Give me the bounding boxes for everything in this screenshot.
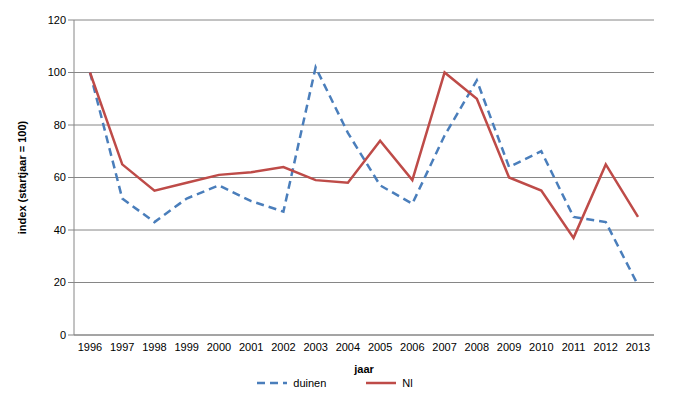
svg-text:2010: 2010 bbox=[529, 341, 553, 353]
svg-text:1998: 1998 bbox=[142, 341, 166, 353]
svg-text:index (startjaar = 100): index (startjaar = 100) bbox=[16, 120, 28, 234]
svg-text:1996: 1996 bbox=[78, 341, 102, 353]
svg-text:40: 40 bbox=[54, 224, 66, 236]
html-text:duinen: duinen bbox=[293, 377, 327, 389]
svg-text:20: 20 bbox=[54, 276, 66, 288]
svg-text:2009: 2009 bbox=[497, 341, 521, 353]
svg-text:0: 0 bbox=[60, 329, 66, 341]
svg-text:1997: 1997 bbox=[110, 341, 134, 353]
svg-text:2001: 2001 bbox=[239, 341, 263, 353]
svg-text:60: 60 bbox=[54, 171, 66, 183]
svg-text:2004: 2004 bbox=[336, 341, 360, 353]
svg-text:80: 80 bbox=[54, 119, 66, 131]
svg-text:2011: 2011 bbox=[562, 341, 586, 353]
svg-text:2002: 2002 bbox=[271, 341, 295, 353]
svg-text:jaar: jaar bbox=[353, 363, 374, 375]
svg-text:2013: 2013 bbox=[626, 341, 650, 353]
svg-text:2000: 2000 bbox=[207, 341, 231, 353]
svg-text:2008: 2008 bbox=[465, 341, 489, 353]
svg-text:120: 120 bbox=[48, 14, 66, 26]
svg-text:2005: 2005 bbox=[368, 341, 392, 353]
svg-text:2003: 2003 bbox=[303, 341, 327, 353]
svg-text:2007: 2007 bbox=[432, 341, 456, 353]
html-text:Nl: Nl bbox=[402, 377, 413, 389]
svg-text:100: 100 bbox=[48, 66, 66, 78]
svg-text:1999: 1999 bbox=[174, 341, 198, 353]
svg-text:2012: 2012 bbox=[594, 341, 618, 353]
svg-text:2006: 2006 bbox=[400, 341, 424, 353]
